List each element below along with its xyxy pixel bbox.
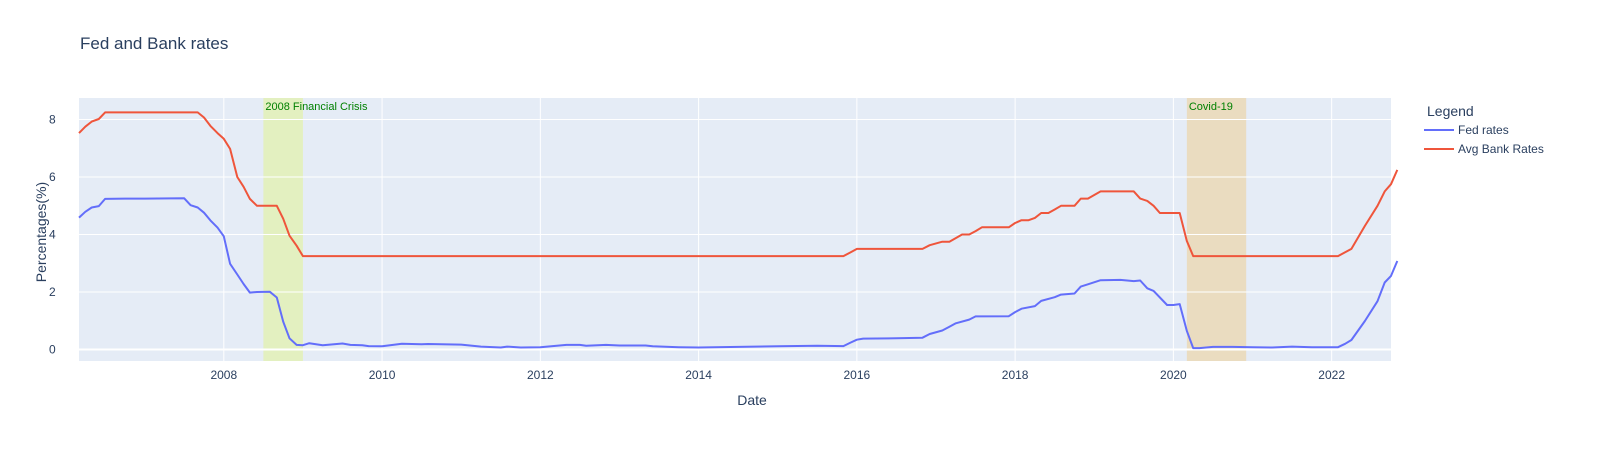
grid-lines <box>79 98 1391 361</box>
series-line <box>78 197 1399 350</box>
legend-item[interactable]: Fed rates <box>1424 123 1509 137</box>
y-tick-label: 0 <box>49 343 56 357</box>
x-tick-label: 2008 <box>210 368 237 382</box>
legend[interactable]: Legend Fed rates Avg Bank Rates <box>1424 103 1544 156</box>
band-labels: 2008 Financial Crisis Covid-19 <box>265 101 1232 113</box>
highlight-band <box>1186 98 1247 361</box>
x-tick-label: 2018 <box>1002 368 1029 382</box>
highlight-band <box>263 98 303 361</box>
y-tick-label: 8 <box>49 113 56 127</box>
series-line <box>78 111 1399 258</box>
x-tick-label: 2010 <box>369 368 396 382</box>
legend-item[interactable]: Avg Bank Rates <box>1424 142 1544 156</box>
x-tick-label: 2020 <box>1160 368 1187 382</box>
plot-background <box>79 98 1391 361</box>
x-axis-ticks: 2008 2010 2012 2014 2016 2018 2020 2022 <box>210 368 1345 382</box>
x-tick-label: 2014 <box>685 368 712 382</box>
y-tick-label: 6 <box>49 170 56 184</box>
x-tick-label: 2016 <box>844 368 871 382</box>
x-axis-title: Date <box>737 392 767 408</box>
legend-label: Avg Bank Rates <box>1458 142 1544 156</box>
chart-title: Fed and Bank rates <box>80 34 228 53</box>
x-tick-label: 2012 <box>527 368 554 382</box>
x-tick-label: 2022 <box>1318 368 1345 382</box>
y-axis-title: Percentages(%) <box>33 182 49 282</box>
y-tick-label: 4 <box>49 228 56 242</box>
legend-title: Legend <box>1427 103 1474 119</box>
highlight-bands <box>263 98 1247 361</box>
legend-label: Fed rates <box>1458 123 1509 137</box>
band-label: 2008 Financial Crisis <box>265 101 368 113</box>
series-lines <box>78 111 1399 350</box>
y-axis-ticks: 0 2 4 6 8 <box>49 113 56 357</box>
y-tick-label: 2 <box>49 285 56 299</box>
band-label: Covid-19 <box>1189 101 1233 113</box>
